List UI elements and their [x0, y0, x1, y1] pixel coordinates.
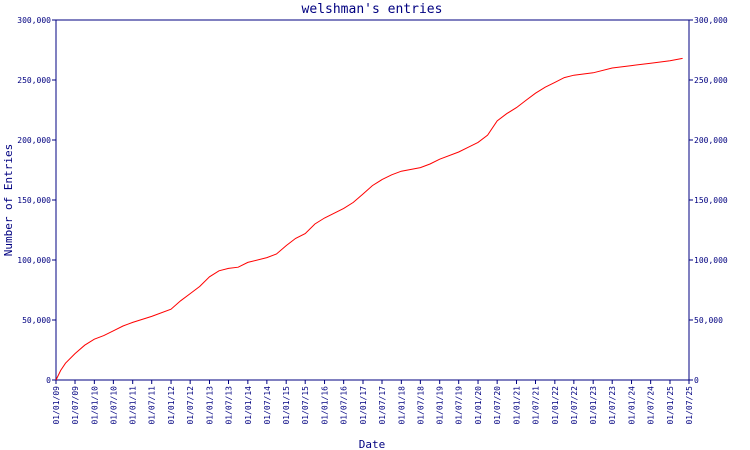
x-tick-label: 01/07/22 — [570, 386, 579, 425]
x-tick-label: 01/01/25 — [666, 386, 675, 425]
x-tick-label: 01/07/18 — [416, 386, 425, 425]
y-tick-label-right: 150,000 — [694, 196, 728, 205]
x-ticks: 01/01/09 01/07/09 01/01/10 01/07/10 01/01/11… — [52, 380, 694, 425]
chart-title: welshman's entries — [302, 2, 443, 17]
x-tick-label: 01/07/20 — [493, 386, 502, 425]
x-tick-label: 01/01/12 — [167, 386, 176, 425]
x-tick-label: 01/01/15 — [282, 386, 291, 425]
x-tick-label: 01/07/19 — [455, 386, 464, 425]
x-tick-label: 01/01/20 — [474, 386, 483, 425]
x-tick-label: 01/07/16 — [340, 386, 349, 425]
x-tick-label: 01/01/09 — [52, 386, 61, 425]
x-tick-label: 01/01/13 — [205, 386, 214, 425]
y-tick-label-left: 50,000 — [22, 316, 51, 325]
x-tick-label: 01/07/14 — [263, 386, 272, 425]
x-tick-label: 01/07/11 — [148, 386, 157, 425]
x-tick-label: 01/07/15 — [301, 386, 310, 425]
x-tick-label: 01/01/17 — [359, 386, 368, 425]
x-tick-label: 01/07/21 — [532, 386, 541, 425]
entries-series-line — [55, 57, 683, 381]
x-tick-label: 01/01/22 — [551, 386, 560, 425]
x-tick-label: 01/01/24 — [628, 386, 637, 425]
y-tick-label-right: 300,000 — [694, 16, 728, 25]
y-tick-label-right: 0 — [694, 376, 699, 385]
x-tick-label: 01/01/23 — [589, 386, 598, 425]
y-tick-label-right: 50,000 — [694, 316, 723, 325]
x-tick-label: 01/07/24 — [647, 386, 656, 425]
x-tick-label: 01/07/25 — [685, 386, 694, 425]
y-tick-label-left: 0 — [46, 376, 51, 385]
y-tick-label-right: 100,000 — [694, 256, 728, 265]
plot-frame — [55, 19, 690, 381]
y-tick-label-right: 250,000 — [694, 76, 728, 85]
y-tick-label-left: 150,000 — [17, 196, 51, 205]
x-tick-label: 01/07/09 — [71, 386, 80, 425]
y-ticks-left: 0 50,000 100,000 150,000 200,000 250,000 300,0… — [17, 16, 56, 385]
x-tick-label: 01/01/16 — [321, 386, 330, 425]
x-tick-label: 01/07/23 — [608, 386, 617, 425]
x-tick-label: 01/01/19 — [436, 386, 445, 425]
x-axis-label: Date — [359, 438, 386, 450]
y-axis-label: Number of Entries — [2, 144, 15, 257]
x-tick-label: 01/01/21 — [512, 386, 521, 425]
x-tick-label: 01/01/18 — [397, 386, 406, 425]
y-tick-label-left: 200,000 — [17, 136, 51, 145]
y-ticks-right: 0 50,000 100,000 150,000 200,000 250,000 300,0… — [689, 16, 728, 385]
x-tick-label: 01/07/13 — [225, 386, 234, 425]
y-tick-label-right: 200,000 — [694, 136, 728, 145]
x-tick-label: 01/01/10 — [90, 386, 99, 425]
x-tick-label: 01/07/10 — [109, 386, 118, 425]
x-tick-label: 01/07/17 — [378, 386, 387, 425]
y-tick-label-left: 100,000 — [17, 256, 51, 265]
x-tick-label: 01/01/11 — [129, 386, 138, 425]
x-tick-label: 01/01/14 — [244, 386, 253, 425]
x-tick-label: 01/07/12 — [186, 386, 195, 425]
y-tick-label-left: 250,000 — [17, 76, 51, 85]
y-tick-label-left: 300,000 — [17, 16, 51, 25]
